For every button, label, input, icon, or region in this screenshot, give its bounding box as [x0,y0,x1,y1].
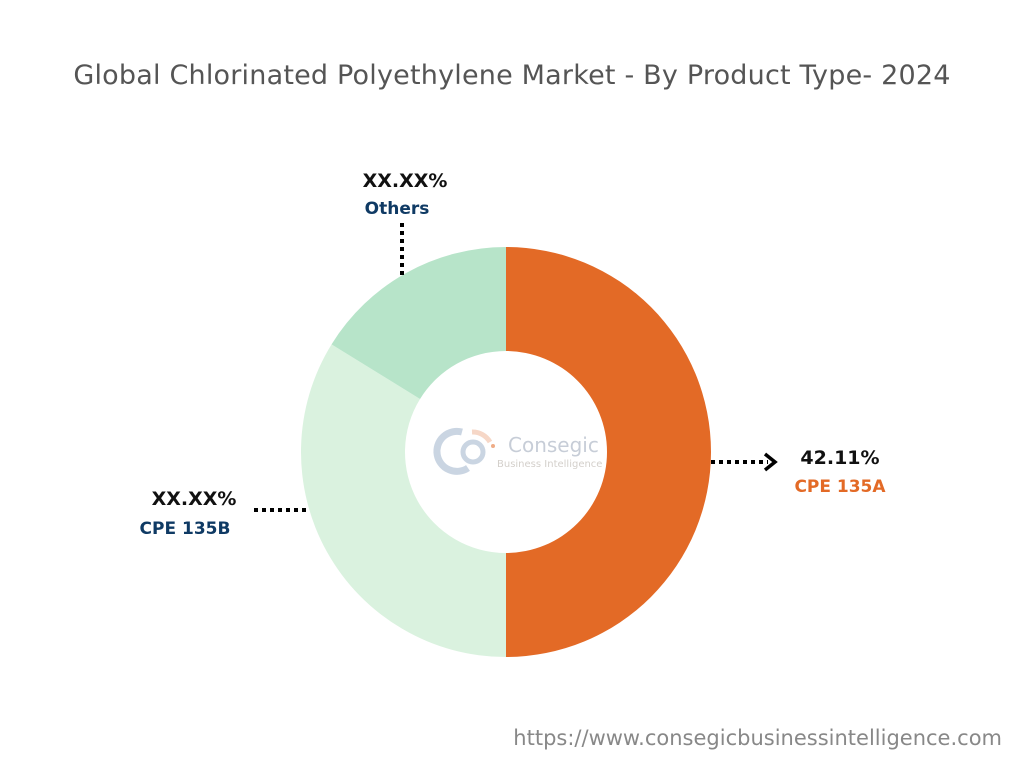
arrow-head-icon [763,452,778,472]
data-label-cpe-135b-name: CPE 135B [140,519,231,539]
donut-slice-cpe-135b [301,344,506,657]
consegic-logo: Consegic Business Intelligence [433,427,602,475]
donut-slice-others [331,247,506,399]
data-label-cpe-135a-value: 42.11% [800,447,879,469]
logo-subtext: Business Intelligence [497,459,602,470]
data-label-cpe-135a-name: CPE 135A [794,477,886,497]
data-label-others-value: XX.XX% [363,170,448,192]
logo-text: Consegic [508,433,599,457]
donut-slice-cpe-135a [506,247,711,657]
data-label-others-name: Others [365,199,430,219]
data-label-cpe-135b-value: XX.XX% [152,488,237,510]
footer-url: https://www.consegicbusinessintelligence… [513,726,1002,750]
chart-title: Global Chlorinated Polyethylene Market -… [73,60,951,91]
